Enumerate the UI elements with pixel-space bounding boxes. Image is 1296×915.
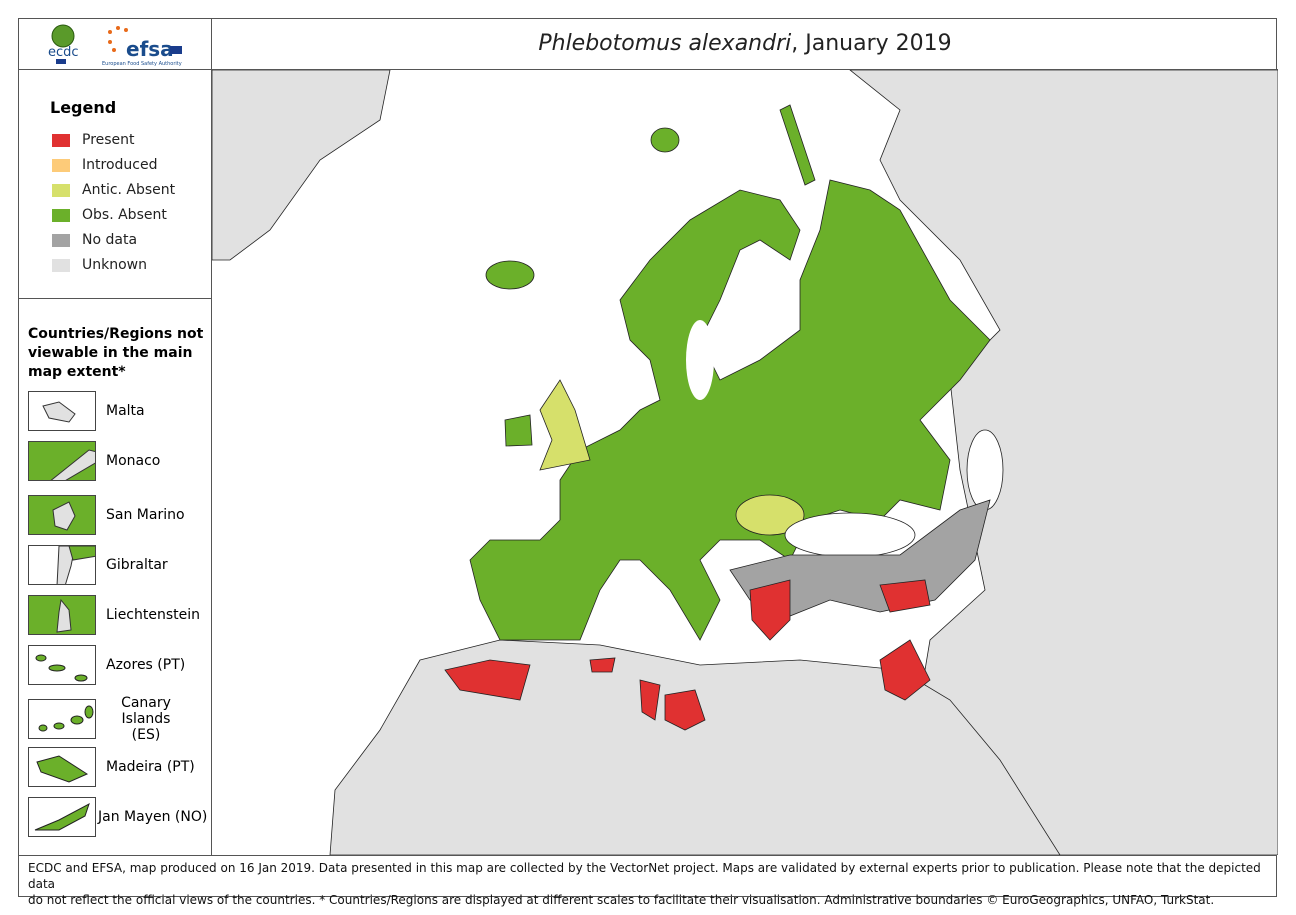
levant-present xyxy=(879,639,931,701)
libya-present xyxy=(664,689,706,731)
inset-gibraltar: Gibraltar xyxy=(28,545,168,585)
footer-line-2: do not reflect the official views of the… xyxy=(28,893,1215,907)
svg-text:European Food Safety Authority: European Food Safety Authority xyxy=(102,61,182,67)
ireland-obs-absent xyxy=(504,414,533,447)
legend-item-antic-absent: Antic. Absent xyxy=(52,182,175,198)
map-canvas xyxy=(212,70,1278,855)
legend-item-no-data: No data xyxy=(52,232,137,248)
logo-area: ecdc efsa European Food Safety Authority xyxy=(18,18,212,70)
legend-item-introduced: Introduced xyxy=(52,157,157,173)
legend-heading: Legend xyxy=(50,98,117,117)
novaya-zemlya-obs-absent xyxy=(779,104,816,186)
greenland-unknown xyxy=(212,70,391,261)
greece-present xyxy=(749,579,791,641)
ecdc-efsa-logos: ecdc efsa European Food Safety Authority xyxy=(48,24,182,67)
svg-text:efsa: efsa xyxy=(126,37,174,61)
inset-malta: Malta xyxy=(28,391,145,431)
legend-item-present: Present xyxy=(52,132,135,148)
inset-san-marino: San Marino xyxy=(28,495,185,535)
inset-regions: Countries/Regions not viewable in the ma… xyxy=(18,299,212,855)
caspian-sea xyxy=(966,429,1004,511)
legend-item-unknown: Unknown xyxy=(52,257,147,273)
baltic-sea xyxy=(686,320,714,400)
footer-note: ECDC and EFSA, map produced on 16 Jan 20… xyxy=(18,855,1277,907)
legend-item-obs-absent: Obs. Absent xyxy=(52,207,167,223)
tunisia-present xyxy=(639,679,661,721)
map-title: Phlebotomus alexandri, January 2019 xyxy=(212,18,1278,70)
inset-madeira: Madeira (PT) xyxy=(28,747,195,787)
inset-monaco: Monaco xyxy=(28,441,160,481)
algeria-present xyxy=(589,657,616,673)
svg-text:ecdc: ecdc xyxy=(48,45,79,60)
morocco-present xyxy=(444,659,531,701)
footer-line-1: ECDC and EFSA, map produced on 16 Jan 20… xyxy=(28,861,1261,891)
title-date: , January 2019 xyxy=(791,31,952,56)
europe-obs-absent xyxy=(469,179,991,641)
inset-azores: Azores (PT) xyxy=(28,645,185,685)
main-map[interactable] xyxy=(212,70,1278,855)
turkey-present xyxy=(879,579,931,613)
black-sea xyxy=(784,512,916,558)
inset-canary-islands: Canary Islands (ES) xyxy=(28,695,186,743)
inset-jan-mayen: Jan Mayen (NO) xyxy=(28,797,207,837)
iceland-obs-absent xyxy=(485,260,535,290)
inset-liechtenstein: Liechtenstein xyxy=(28,595,200,635)
legend: Legend Present Introduced Antic. Absent … xyxy=(18,70,212,299)
uk-antic-absent xyxy=(539,379,591,471)
regions-heading: Countries/Regions not viewable in the ma… xyxy=(28,326,204,380)
species-name: Phlebotomus alexandri xyxy=(538,31,792,56)
svalbard-obs-absent xyxy=(650,127,680,153)
romania-antic-absent xyxy=(735,494,805,536)
